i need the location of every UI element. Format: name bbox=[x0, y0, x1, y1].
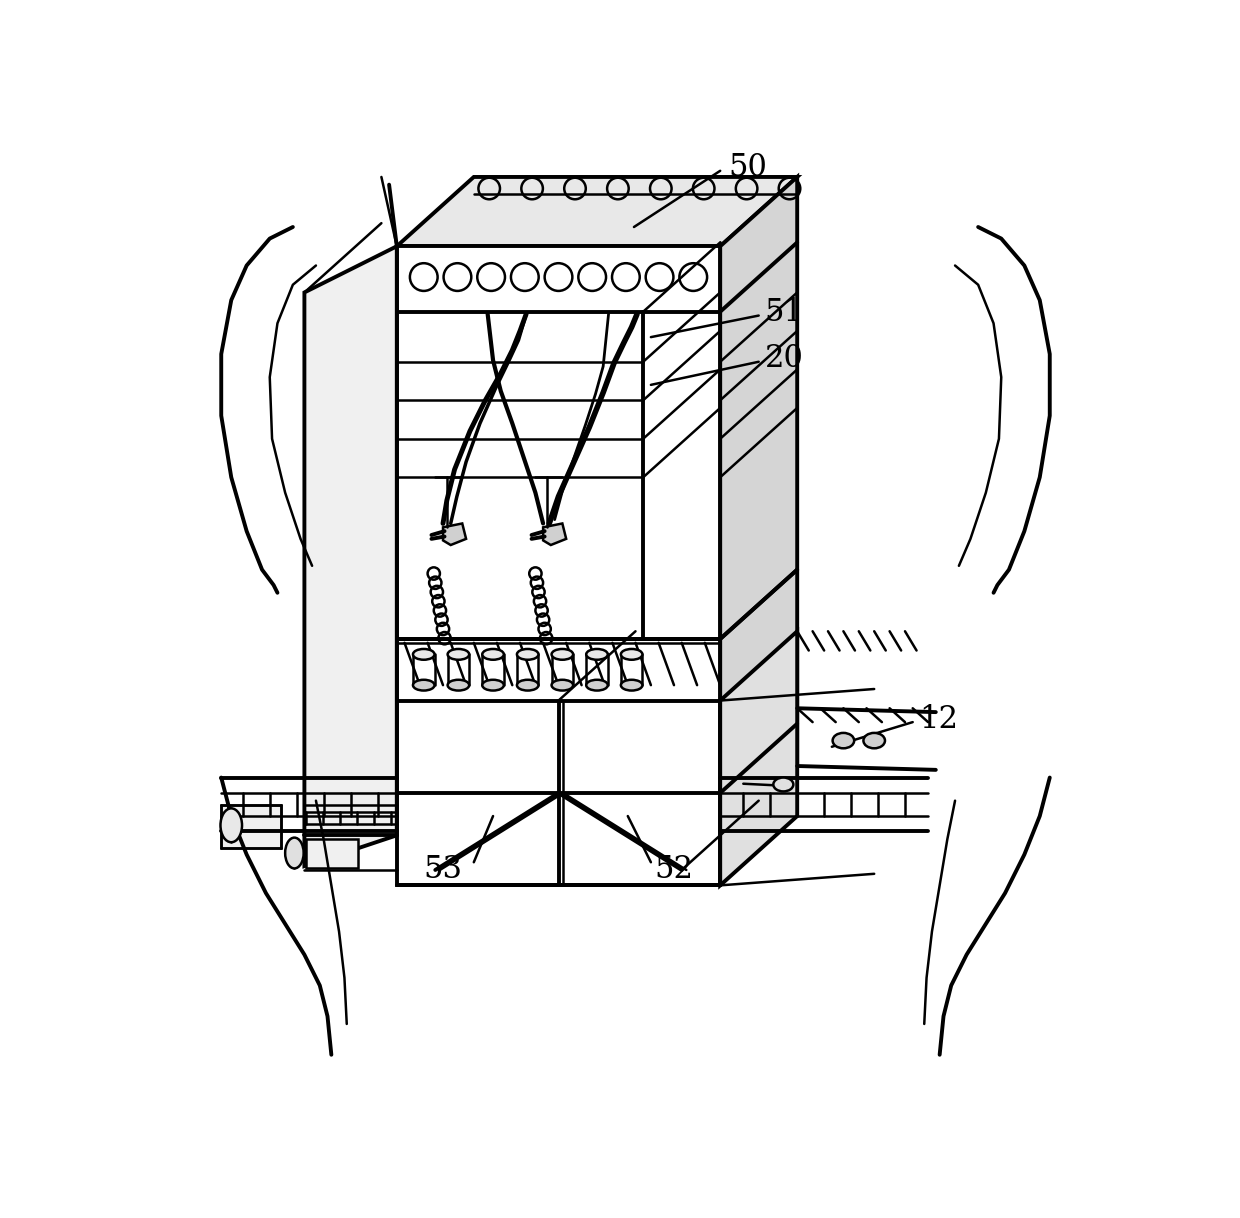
Ellipse shape bbox=[832, 733, 854, 748]
Ellipse shape bbox=[621, 649, 642, 660]
Ellipse shape bbox=[587, 649, 608, 660]
Polygon shape bbox=[720, 177, 797, 836]
Ellipse shape bbox=[552, 649, 573, 660]
Text: 12: 12 bbox=[919, 704, 957, 734]
Ellipse shape bbox=[482, 649, 503, 660]
Ellipse shape bbox=[621, 680, 642, 691]
Ellipse shape bbox=[482, 680, 503, 691]
Ellipse shape bbox=[413, 649, 434, 660]
Polygon shape bbox=[221, 805, 281, 849]
Text: 51: 51 bbox=[765, 297, 804, 328]
Ellipse shape bbox=[448, 649, 469, 660]
Polygon shape bbox=[443, 524, 466, 544]
Polygon shape bbox=[397, 246, 720, 836]
Ellipse shape bbox=[517, 649, 538, 660]
Polygon shape bbox=[720, 631, 797, 885]
Text: 20: 20 bbox=[765, 343, 804, 374]
Ellipse shape bbox=[587, 680, 608, 691]
Polygon shape bbox=[306, 839, 358, 867]
Ellipse shape bbox=[448, 680, 469, 691]
Polygon shape bbox=[543, 524, 567, 544]
Text: 52: 52 bbox=[655, 855, 693, 885]
Text: 53: 53 bbox=[423, 855, 463, 885]
Ellipse shape bbox=[774, 777, 794, 792]
Ellipse shape bbox=[552, 680, 573, 691]
Ellipse shape bbox=[517, 680, 538, 691]
Ellipse shape bbox=[863, 733, 885, 748]
Polygon shape bbox=[397, 177, 797, 246]
Ellipse shape bbox=[285, 838, 304, 868]
Ellipse shape bbox=[413, 680, 434, 691]
Text: 50: 50 bbox=[728, 152, 766, 183]
Polygon shape bbox=[304, 246, 397, 866]
Polygon shape bbox=[397, 700, 720, 885]
Ellipse shape bbox=[221, 809, 242, 842]
